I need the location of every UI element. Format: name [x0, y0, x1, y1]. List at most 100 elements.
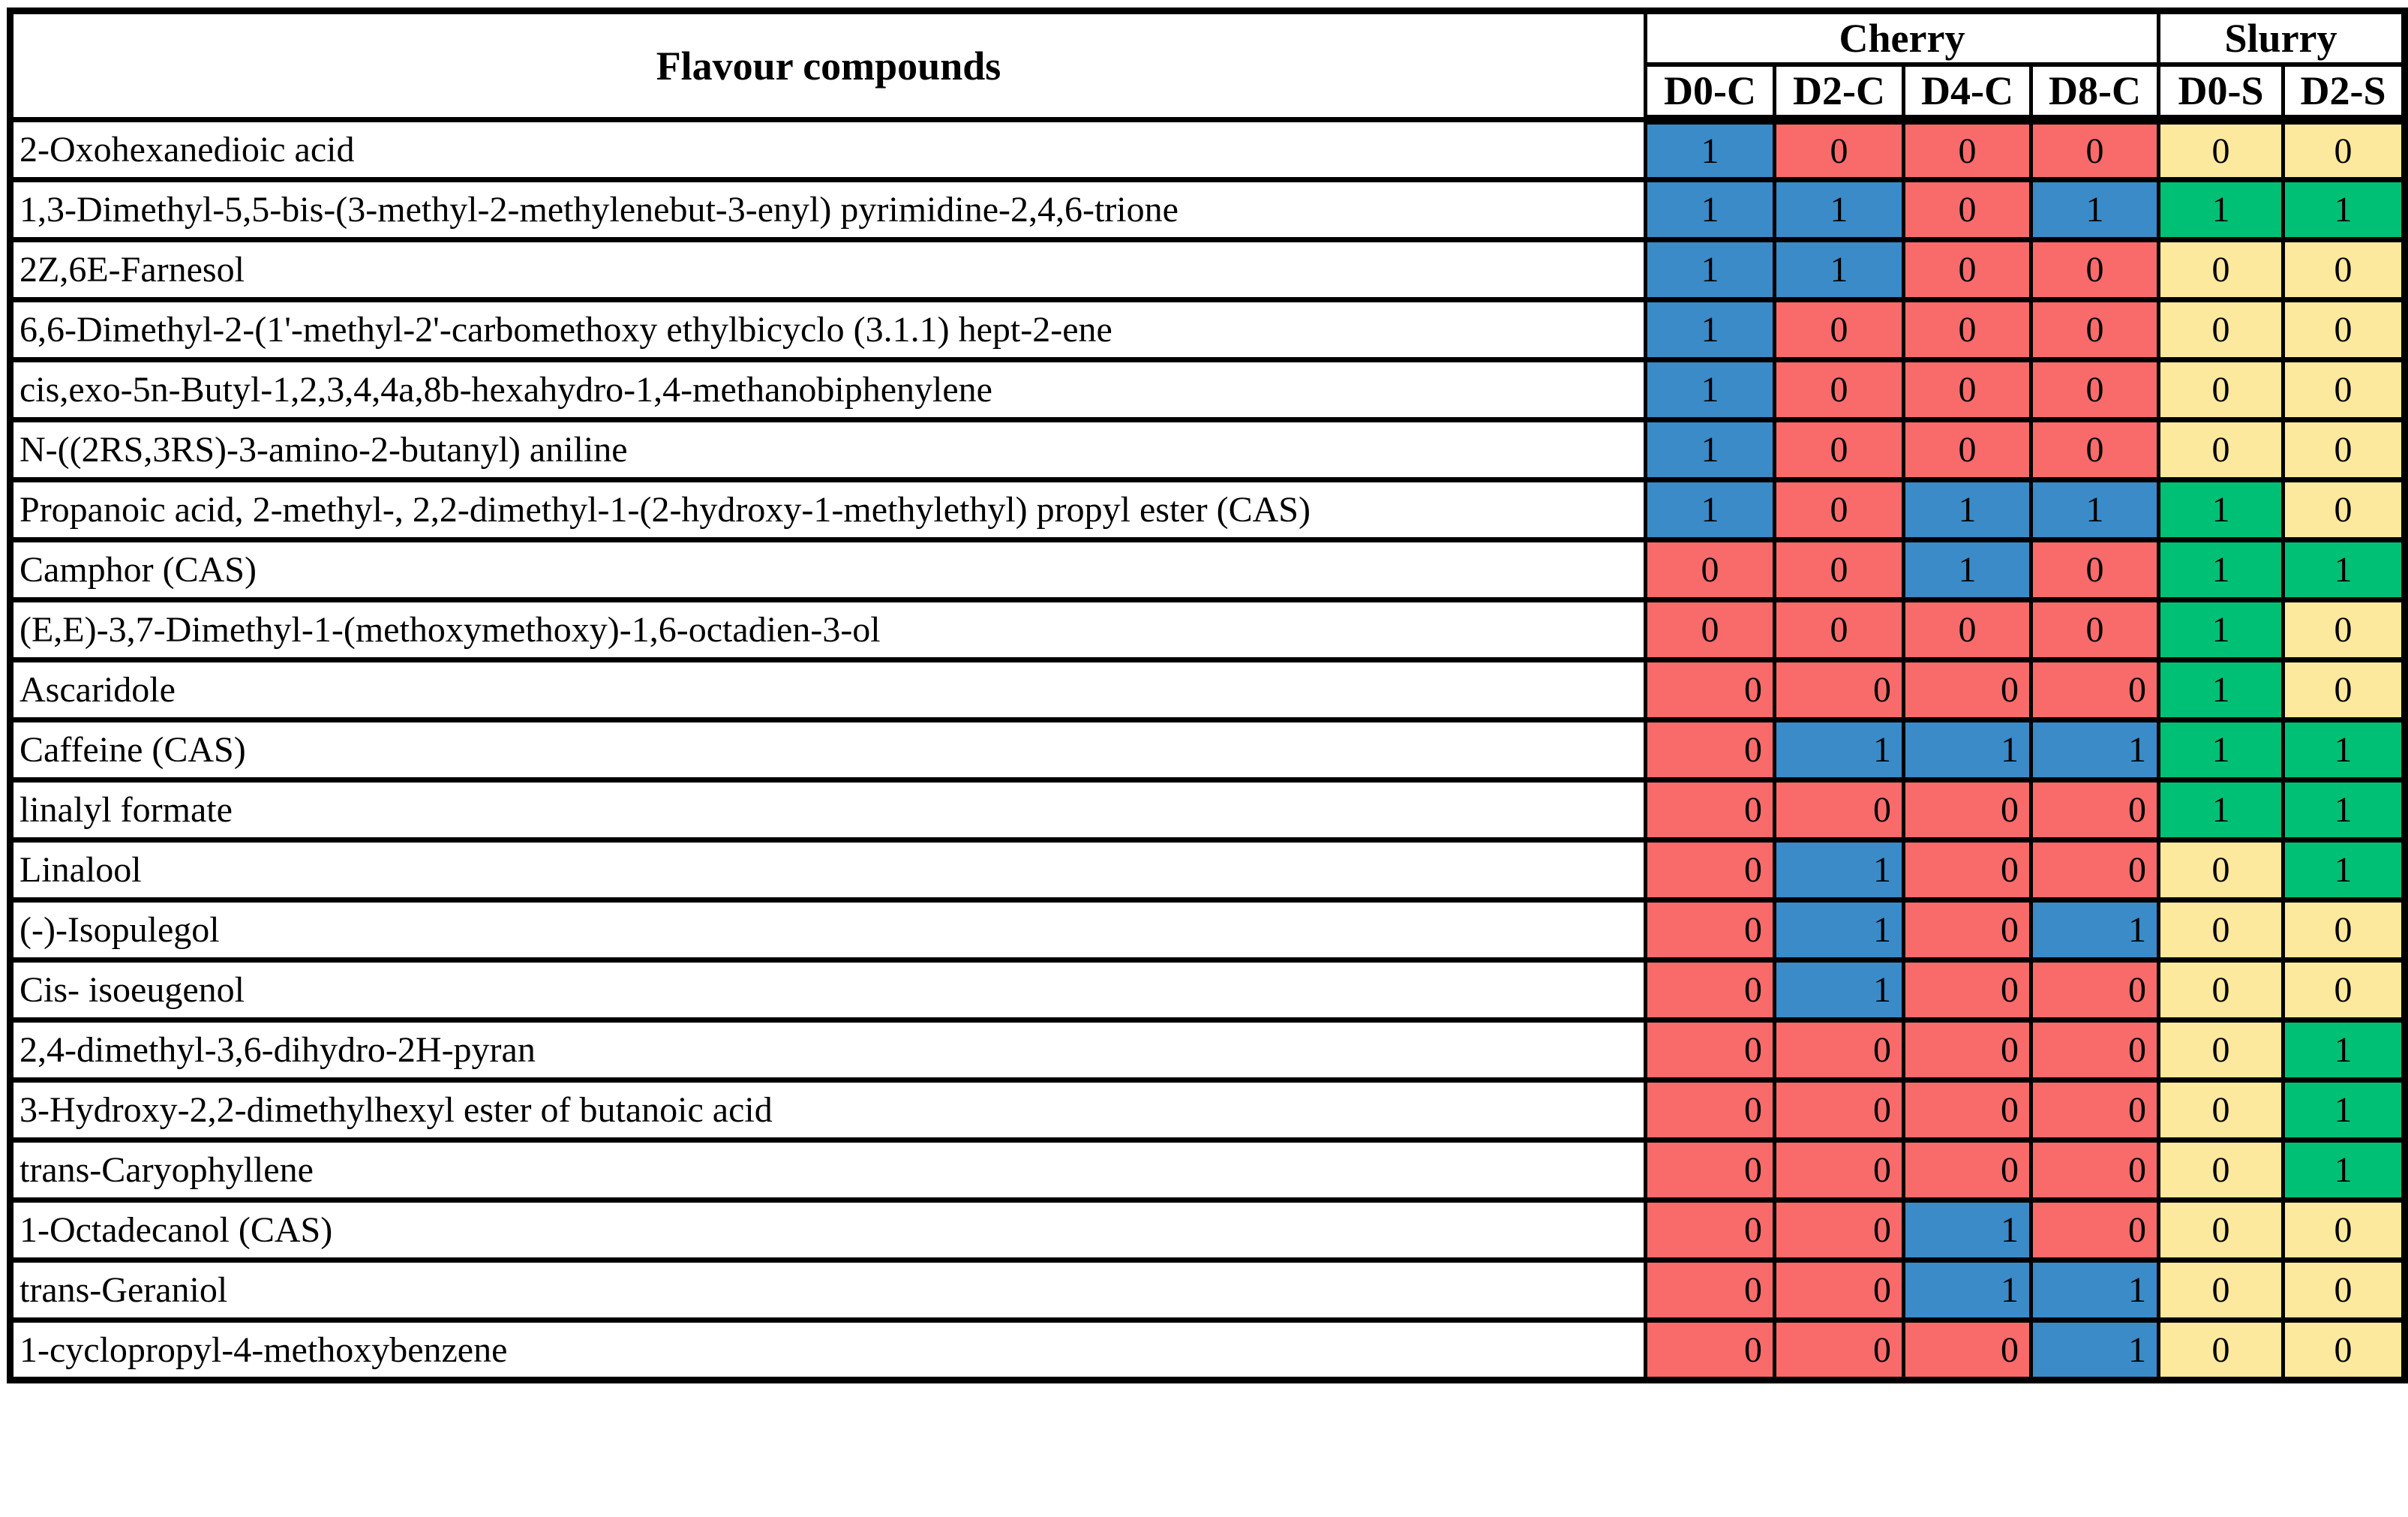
value-cell-yellow: 0: [2157, 1077, 2285, 1143]
table-row: 1,3-Dimethyl-5,5-bis-(3-methyl-2-methyle…: [8, 177, 2407, 242]
compound-name: trans-Geraniol: [8, 1257, 1647, 1323]
value-cell-red: 0: [1773, 477, 1905, 542]
sample-header-row: D0-C D2-C D4-C D8-C D0-S D2-S: [11, 62, 2407, 125]
table-row: trans-Geraniol 0 0 1 1 0 0: [8, 1257, 2407, 1323]
group-header-row: Flavour compounds Cherry Slurry: [8, 9, 2407, 122]
value-cell-yellow: 0: [2157, 1017, 2285, 1083]
value-cell-blue: 1: [1644, 477, 1776, 542]
value-cell-red: 0: [1902, 837, 2033, 903]
value-cell-yellow: 0: [2280, 237, 2407, 302]
value-cell-yellow: 0: [2157, 297, 2285, 362]
column-header-d4c: D4-C: [1902, 62, 2033, 125]
compound-name: Linalool: [8, 837, 1647, 903]
value-cell-blue: 1: [1902, 537, 2033, 602]
value-cell-red: 0: [1644, 1137, 1776, 1203]
value-cell-red: 0: [2029, 777, 2160, 843]
value-cell-red: 0: [1644, 837, 1776, 903]
table-row: Caffeine (CAS) 0 1 1 1 1 1: [8, 717, 2407, 783]
value-cell-blue: 1: [2029, 1317, 2160, 1383]
value-cell-red: 0: [1644, 597, 1776, 662]
value-cell-red: 0: [1773, 357, 1905, 422]
value-cell-green: 1: [2280, 837, 2407, 903]
value-cell-yellow: 0: [2157, 417, 2285, 482]
value-cell-yellow: 0: [2157, 837, 2285, 903]
value-cell-yellow: 0: [2280, 897, 2407, 963]
value-cell-red: 0: [1773, 777, 1905, 843]
value-cell-yellow: 0: [2157, 1137, 2285, 1203]
value-cell-yellow: 0: [2157, 237, 2285, 302]
value-cell-red: 0: [1644, 1017, 1776, 1083]
value-cell-red: 0: [1773, 537, 1905, 602]
value-cell-green: 1: [2280, 1017, 2407, 1083]
value-cell-red: 0: [1902, 1137, 2033, 1203]
table-row: Ascaridole 0 0 0 0 1 0: [8, 657, 2407, 722]
compound-name: linalyl formate: [8, 777, 1647, 843]
value-cell-green: 1: [2157, 477, 2285, 542]
column-header-d2c: D2-C: [1773, 62, 1905, 125]
value-cell-green: 1: [2157, 537, 2285, 602]
value-cell-green: 1: [2280, 1077, 2407, 1143]
value-cell-blue: 1: [1644, 357, 1776, 422]
value-cell-green: 1: [2280, 717, 2407, 783]
value-cell-red: 0: [1773, 597, 1905, 662]
table-row: 2Z,6E-Farnesol 1 1 0 0 0 0: [8, 237, 2407, 302]
value-cell-yellow: 0: [2157, 1197, 2285, 1263]
column-header-d8c: D8-C: [2029, 62, 2160, 125]
value-cell-red: 0: [2029, 1017, 2160, 1083]
value-cell-red: 0: [1773, 1257, 1905, 1323]
value-cell-red: 0: [1902, 1077, 2033, 1143]
compound-name: 3-Hydroxy-2,2-dimethylhexyl ester of but…: [8, 1077, 1647, 1143]
compound-name: Caffeine (CAS): [8, 717, 1647, 783]
compound-name: Camphor (CAS): [8, 537, 1647, 602]
value-cell-red: 0: [1644, 1257, 1776, 1323]
value-cell-red: 0: [2029, 597, 2160, 662]
value-cell-red: 0: [1644, 1317, 1776, 1383]
compound-name: (E,E)-3,7-Dimethyl-1-(methoxymethoxy)-1,…: [8, 597, 1647, 662]
value-cell-red: 0: [2029, 297, 2160, 362]
compound-name: 1,3-Dimethyl-5,5-bis-(3-methyl-2-methyle…: [8, 177, 1647, 242]
value-cell-red: 0: [1902, 417, 2033, 482]
value-cell-red: 0: [1644, 777, 1776, 843]
value-cell-red: 0: [2029, 1137, 2160, 1203]
value-cell-red: 0: [1644, 1197, 1776, 1263]
value-cell-blue: 1: [1644, 177, 1776, 242]
value-cell-green: 1: [2157, 177, 2285, 242]
value-cell-red: 0: [2029, 1077, 2160, 1143]
value-cell-green: 1: [2157, 717, 2285, 783]
value-cell-red: 0: [1773, 297, 1905, 362]
value-cell-green: 1: [2157, 597, 2285, 662]
value-cell-blue: 1: [1902, 1257, 2033, 1323]
value-cell-blue: 1: [2029, 177, 2160, 242]
value-cell-blue: 1: [1644, 297, 1776, 362]
value-cell-red: 0: [2029, 237, 2160, 302]
table-row: 2,4-dimethyl-3,6-dihydro-2H-pyran 0 0 0 0 0 1: [8, 1017, 2407, 1083]
value-cell-yellow: 0: [2280, 117, 2407, 182]
value-cell-red: 0: [1902, 177, 2033, 242]
value-cell-yellow: 0: [2280, 357, 2407, 422]
value-cell-red: 0: [1902, 657, 2033, 722]
table-row: Propanoic acid, 2-methyl-, 2,2-dimethyl-…: [8, 477, 2407, 542]
value-cell-yellow: 0: [2157, 957, 2285, 1023]
value-cell-red: 0: [2029, 1197, 2160, 1263]
value-cell-green: 1: [2280, 1137, 2407, 1203]
value-cell-blue: 1: [1644, 117, 1776, 182]
table-row: (-)-Isopulegol 0 1 0 1 0 0: [8, 897, 2407, 963]
value-cell-red: 0: [1902, 1017, 2033, 1083]
value-cell-red: 0: [1902, 957, 2033, 1023]
value-cell-red: 0: [2029, 657, 2160, 722]
column-header-d0s: D0-S: [2157, 62, 2285, 125]
value-cell-red: 0: [1644, 957, 1776, 1023]
value-cell-blue: 1: [1902, 717, 2033, 783]
value-cell-yellow: 0: [2280, 297, 2407, 362]
value-cell-blue: 1: [1773, 957, 1905, 1023]
value-cell-blue: 1: [2029, 717, 2160, 783]
table-body: 2-Oxohexanedioic acid 1 0 0 0 0 0 1,3-Dimethyl-…: [8, 117, 2407, 1383]
value-cell-green: 1: [2280, 777, 2407, 843]
value-cell-red: 0: [1644, 1077, 1776, 1143]
value-cell-red: 0: [1644, 537, 1776, 602]
compound-name: 2-Oxohexanedioic acid: [8, 117, 1647, 182]
compound-name: 2,4-dimethyl-3,6-dihydro-2H-pyran: [8, 1017, 1647, 1083]
value-cell-red: 0: [1902, 237, 2033, 302]
table-row: (E,E)-3,7-Dimethyl-1-(methoxymethoxy)-1,…: [8, 597, 2407, 662]
value-cell-red: 0: [2029, 117, 2160, 182]
